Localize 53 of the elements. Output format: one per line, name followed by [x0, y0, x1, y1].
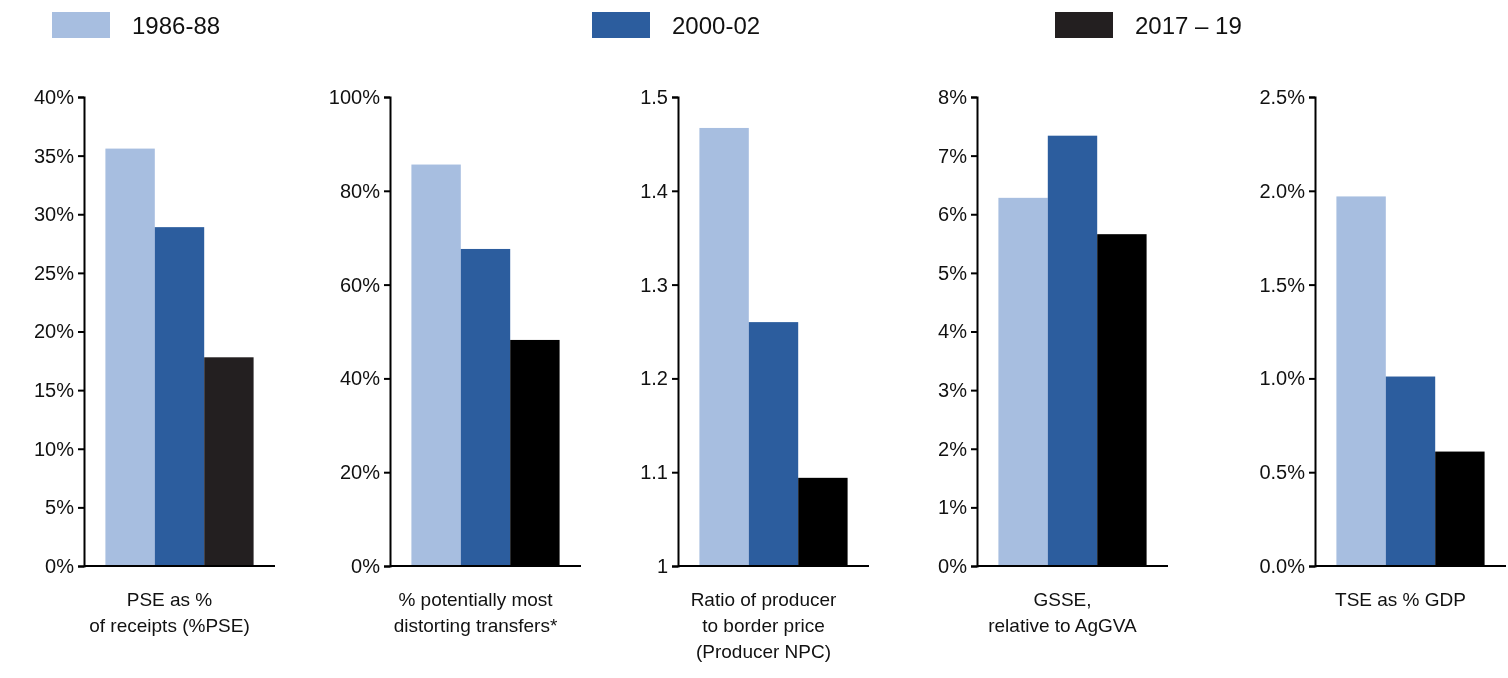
y-tick-label: 40% — [339, 367, 381, 390]
bar — [105, 148, 155, 566]
y-tick-label: 0.5% — [1259, 461, 1306, 484]
y-tick-label: 2.5% — [1259, 85, 1306, 108]
y-tick-label: 20% — [33, 320, 75, 343]
y-tick-label: 30% — [33, 203, 75, 226]
y-tick-label: 1.2 — [640, 367, 668, 390]
bar — [1336, 196, 1386, 566]
bar — [998, 197, 1048, 566]
y-tick-label: 0% — [938, 554, 968, 577]
y-tick-label: 10% — [33, 437, 75, 460]
x-axis-title: Ratio of producer to border price (Producer NPC) — [690, 589, 838, 662]
y-tick-label: 0% — [45, 554, 75, 577]
y-tick-label: 1.0% — [1259, 367, 1306, 390]
y-tick-label: 0.0% — [1259, 554, 1306, 577]
y-tick-label: 6% — [938, 203, 968, 226]
bar — [411, 164, 461, 566]
bar — [1047, 135, 1098, 566]
bar — [1385, 376, 1436, 566]
y-tick-label: 1.5 — [640, 85, 668, 108]
y-tick-label: 3% — [938, 379, 968, 402]
y-tick-label: 25% — [33, 261, 75, 284]
y-tick-label: 1.3 — [640, 273, 668, 296]
x-axis-title: GSSE, relative to AgGVA — [988, 589, 1138, 636]
x-axis-title: PSE as % of receipts (%PSE) — [89, 589, 250, 636]
y-tick-label: 1.4 — [640, 179, 668, 202]
y-tick-label: 100% — [328, 85, 381, 108]
y-tick-label: 80% — [339, 179, 381, 202]
y-tick-label: 0% — [351, 554, 381, 577]
y-tick-label: 40% — [33, 85, 75, 108]
x-axis-title: TSE as % GDP — [1335, 589, 1466, 610]
y-tick-label: 8% — [938, 85, 968, 108]
y-tick-label: 5% — [45, 496, 75, 519]
y-tick-label: 20% — [339, 461, 381, 484]
bar — [204, 357, 254, 566]
legend-label: 1986-88 — [132, 12, 221, 39]
y-tick-label: 15% — [33, 379, 75, 402]
bar — [460, 248, 511, 566]
y-tick-label: 1.1 — [640, 461, 668, 484]
y-tick-label: 35% — [33, 144, 75, 167]
y-tick-label: 2% — [938, 437, 968, 460]
y-tick-label: 1.5% — [1259, 273, 1306, 296]
y-tick-label: 7% — [938, 144, 968, 167]
y-tick-label: 4% — [938, 320, 968, 343]
y-tick-label: 2.0% — [1259, 179, 1306, 202]
y-tick-label: 1% — [938, 496, 968, 519]
y-tick-label: 60% — [339, 273, 381, 296]
legend-label: 2000-02 — [672, 12, 761, 39]
legend-label: 2017 – 19 — [1135, 12, 1242, 39]
x-axis-title: % potentially most distorting transfers* — [393, 589, 558, 636]
bar — [154, 227, 205, 566]
y-tick-label: 5% — [938, 261, 968, 284]
y-tick-label: 1 — [656, 554, 668, 577]
